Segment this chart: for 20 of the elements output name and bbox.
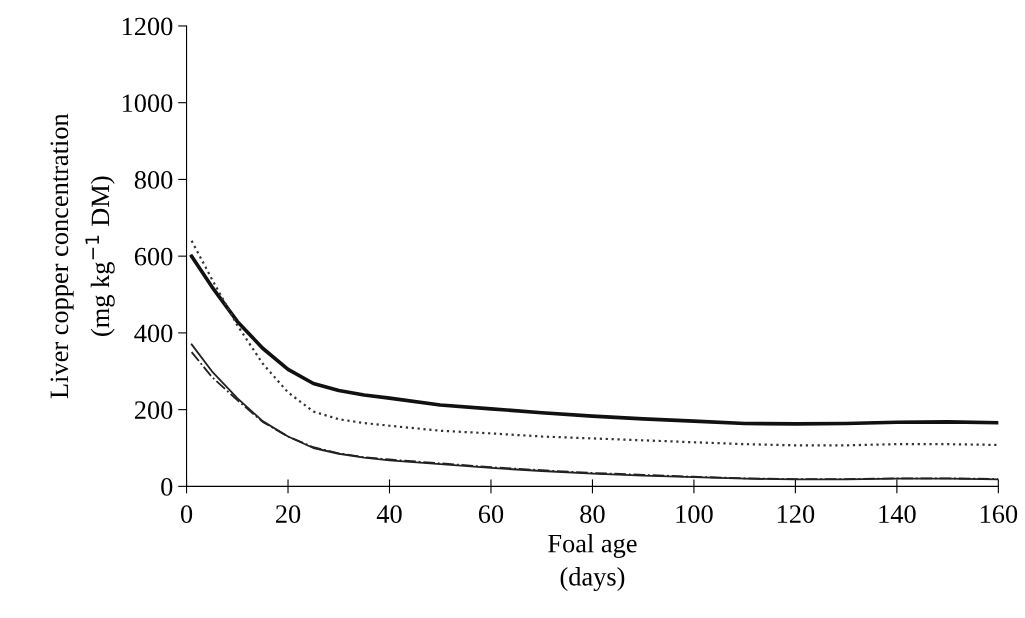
x-tick-label: 80 — [580, 505, 605, 523]
x-tick-label: 120 — [777, 505, 815, 523]
y-tick-label: 600 — [134, 247, 173, 266]
x-tick-label: 40 — [376, 505, 402, 523]
x-tick-label: 100 — [676, 505, 713, 523]
line-series — [190, 239, 999, 447]
y-tick-label: 1200 — [122, 17, 173, 36]
line-series — [189, 254, 999, 426]
y-axis-title: Liver copper concentration (mg kg$^{−1}$ DM) — [50, 113, 115, 399]
x-tick-label: 60 — [478, 505, 504, 523]
x-tick-label: 160 — [980, 505, 1018, 523]
x-axis-title: Foal age (days) — [548, 533, 637, 592]
y-tick-label: 200 — [134, 401, 173, 420]
x-tick-label: 0 — [180, 505, 193, 523]
x-tick-label: 20 — [275, 505, 301, 523]
x-tick-label: 140 — [879, 505, 916, 523]
y-tick-label: 0 — [161, 477, 173, 496]
y-tick-label: 800 — [134, 171, 173, 189]
y-tick-label: 1000 — [122, 94, 173, 113]
y-tick-label: 400 — [134, 324, 173, 343]
